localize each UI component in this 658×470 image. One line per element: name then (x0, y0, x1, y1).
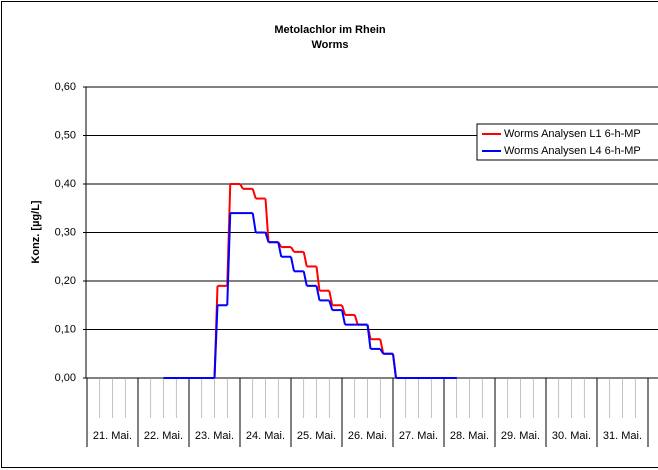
x-tick-label: 25. Mai. (297, 430, 336, 442)
x-tick-label: 27. Mai. (399, 430, 438, 442)
x-tick-label: 23. Mai. (195, 430, 234, 442)
step-riser (226, 213, 232, 306)
x-tick-label: 30. Mai. (552, 430, 591, 442)
y-tick-label: 0,40 (55, 178, 76, 190)
step-riser (379, 348, 385, 355)
y-tick-label: 0,20 (55, 275, 76, 287)
x-tick-label: 29. Mai. (501, 430, 540, 442)
y-tick-label: 0,60 (55, 81, 76, 93)
y-tick-label: 0,00 (55, 372, 76, 384)
x-tick-label: 22. Mai. (144, 430, 183, 442)
x-tick-label: 31. Mai. (603, 430, 642, 442)
step-riser (290, 256, 295, 272)
x-tick-label: 21. Mai. (93, 430, 132, 442)
y-tick-label: 0,50 (55, 129, 76, 141)
step-riser (251, 188, 257, 199)
step-riser (302, 271, 308, 287)
legend-label: Worms Analysen L4 6-h-MP (504, 145, 641, 157)
step-riser (302, 251, 308, 267)
step-riser (264, 232, 270, 243)
x-tick-label: 26. Mai. (348, 430, 387, 442)
chart-subtitle: Worms (311, 39, 348, 51)
legend-box (476, 123, 658, 161)
step-riser (341, 304, 346, 316)
x-tick-label: 28. Mai. (450, 430, 489, 442)
step-riser (290, 246, 295, 253)
step-riser (315, 266, 321, 291)
step-riser (341, 309, 346, 325)
x-tick-label: 24. Mai. (246, 430, 285, 442)
y-tick-label: 0,10 (55, 323, 76, 335)
step-riser (353, 314, 359, 325)
step-riser (239, 183, 244, 190)
step-riser (213, 305, 219, 379)
step-riser (277, 241, 283, 257)
step-riser (328, 290, 334, 306)
y-axis-label: Konz. [µg/L] (30, 200, 42, 263)
step-riser (366, 324, 372, 350)
step-riser (392, 353, 397, 379)
step-riser (328, 300, 334, 311)
legend-label: Worms Analysen L1 6-h-MP (504, 128, 641, 140)
chart-title: Metolachlor im Rhein (274, 24, 386, 36)
step-riser (264, 198, 270, 243)
series (163, 212, 457, 379)
step-riser (315, 285, 321, 301)
y-tick-label: 0,30 (55, 226, 76, 238)
step-riser (251, 212, 257, 233)
